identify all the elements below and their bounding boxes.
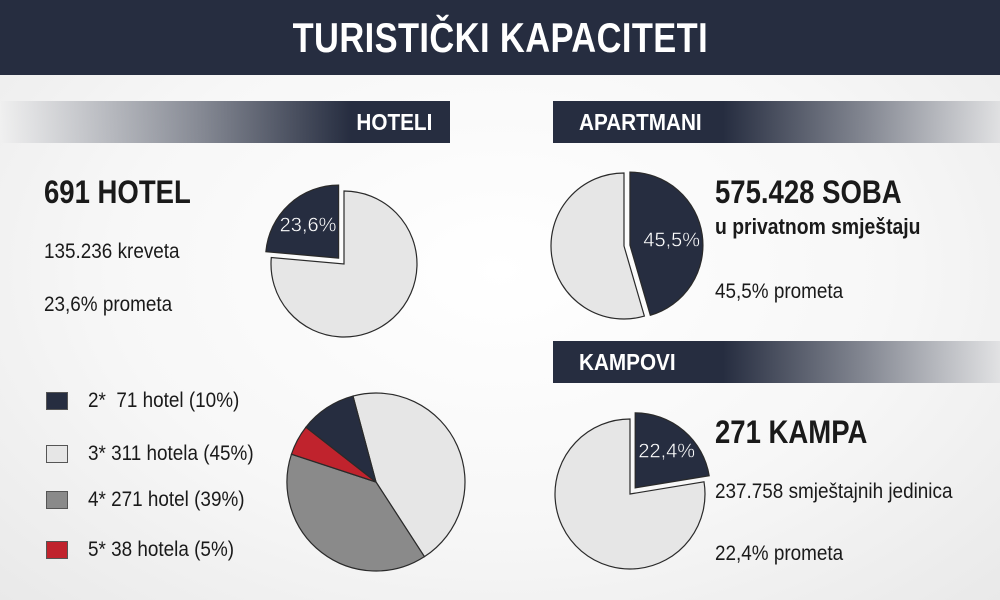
pie-slice bbox=[629, 171, 704, 317]
pie-slice bbox=[305, 395, 378, 484]
pie-label: 23,6% bbox=[280, 215, 337, 237]
apartment-turnover: 45,5% prometa bbox=[715, 280, 844, 303]
pie-slice bbox=[550, 172, 646, 320]
title-bar: TURISTIČKI KAPACITETI bbox=[0, 0, 1000, 75]
pie-slice bbox=[634, 412, 710, 489]
legend-item: 4* 271 hotel (39%) bbox=[46, 488, 262, 512]
apartment-subheadline: u privatnom smještaju bbox=[715, 214, 921, 239]
legend-swatch bbox=[46, 445, 68, 463]
hotel-share-pie: 23,6% bbox=[265, 184, 418, 338]
section-title-apartmani: APARTMANI bbox=[579, 108, 702, 135]
legend-swatch bbox=[46, 392, 68, 410]
camp-share-pie: 22,4% bbox=[554, 412, 710, 570]
section-band-hoteli: HOTELI bbox=[0, 101, 450, 143]
pie-slice bbox=[352, 392, 466, 558]
legend-swatch bbox=[46, 541, 68, 559]
legend-swatch bbox=[46, 491, 68, 509]
legend-item: 5* 38 hotela (5%) bbox=[46, 538, 250, 562]
apartment-rooms: 575.428 SOBA bbox=[715, 174, 902, 210]
pie-label: 45,5% bbox=[643, 229, 700, 251]
legend-item: 2* 71 hotel (10%) bbox=[46, 389, 256, 413]
hotel-beds: 135.236 kreveta bbox=[44, 240, 180, 263]
legend-label: 4* 271 hotel (39%) bbox=[88, 488, 245, 511]
section-band-kampovi: KAMPOVI bbox=[553, 341, 1000, 383]
pie-slice bbox=[265, 184, 340, 259]
legend-item: 3* 311 hotela (45%) bbox=[46, 442, 272, 466]
page-title: TURISTIČKI KAPACITETI bbox=[292, 13, 708, 61]
hotel-categories-pie bbox=[286, 392, 466, 572]
pie-label: 22,4% bbox=[638, 441, 695, 463]
camp-units: 237.758 smještajnih jedinica bbox=[715, 480, 953, 503]
hotel-turnover: 23,6% prometa bbox=[44, 293, 173, 316]
section-title-hoteli: HOTELI bbox=[356, 108, 432, 135]
legend-label: 2* 71 hotel (10%) bbox=[88, 389, 240, 412]
pie-slice bbox=[286, 453, 426, 572]
hotel-count: 691 HOTEL bbox=[44, 174, 191, 210]
section-title-kampovi: KAMPOVI bbox=[579, 348, 676, 375]
pie-slice bbox=[270, 190, 418, 338]
apartment-share-pie: 45,5% bbox=[550, 171, 704, 320]
pie-slice bbox=[554, 418, 706, 570]
legend-label: 5* 38 hotela (5%) bbox=[88, 538, 235, 561]
legend-label: 3* 311 hotela (45%) bbox=[88, 442, 254, 465]
camp-count: 271 KAMPA bbox=[715, 414, 868, 450]
camp-turnover: 22,4% prometa bbox=[715, 542, 844, 565]
section-band-apartmani: APARTMANI bbox=[553, 101, 1000, 143]
